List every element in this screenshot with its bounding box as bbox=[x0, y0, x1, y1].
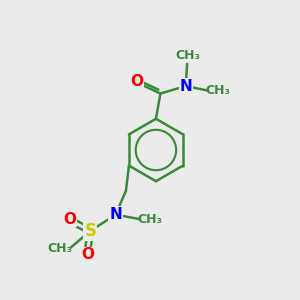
Text: S: S bbox=[84, 222, 96, 240]
Text: CH₃: CH₃ bbox=[206, 84, 231, 97]
Text: O: O bbox=[130, 74, 143, 89]
Text: O: O bbox=[81, 247, 94, 262]
Text: N: N bbox=[179, 79, 192, 94]
Text: CH₃: CH₃ bbox=[47, 242, 72, 255]
Text: CH₃: CH₃ bbox=[175, 49, 200, 62]
Text: O: O bbox=[63, 212, 76, 226]
Text: CH₃: CH₃ bbox=[137, 213, 162, 226]
Text: N: N bbox=[109, 207, 122, 222]
